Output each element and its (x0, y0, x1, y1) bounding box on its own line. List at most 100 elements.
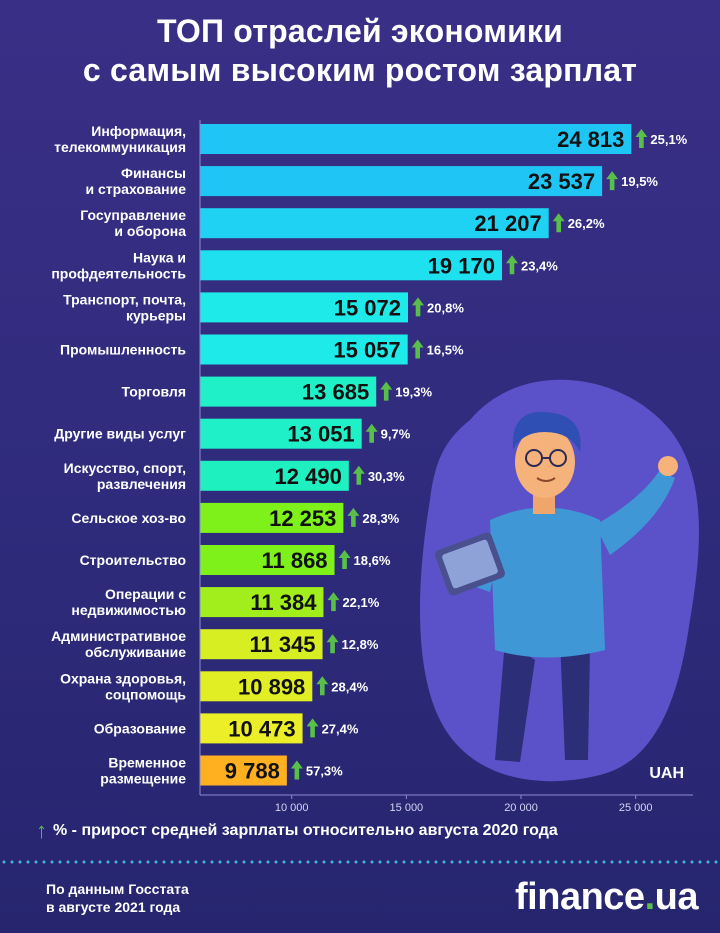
dotted-divider (0, 860, 720, 864)
bar (200, 166, 603, 197)
growth-arrow-icon (635, 129, 648, 148)
category-label-line: и страхование (85, 181, 186, 197)
unit-label: UAH (649, 765, 684, 782)
bar-value-label: 24 813 (557, 127, 624, 152)
category-label: Временное размещение (100, 755, 186, 787)
growth-percent-label: 28,3% (362, 511, 399, 526)
bar (200, 629, 323, 660)
bar-value-label: 21 207 (474, 211, 541, 236)
growth-percent-label: 57,3% (306, 764, 343, 779)
category-label-line: Охрана здоровья, (60, 670, 186, 686)
source-note: По данным Госстата в августе 2021 года (46, 880, 189, 916)
bar (200, 292, 409, 323)
bar (200, 208, 549, 239)
category-label-line: Другие виды услуг (54, 426, 186, 442)
growth-percent-label: 19,3% (395, 385, 432, 400)
bar-chart: 24 813 Информация, телекоммуникация 25,1% 23… (51, 120, 699, 814)
growth-percent-label: 22,1% (342, 595, 379, 610)
category-label: Промышленность (60, 342, 186, 358)
category-label-line: Промышленность (60, 342, 186, 358)
category-label-line: соцпомощь (105, 686, 186, 702)
bar-value-label: 13 685 (302, 380, 369, 405)
logo-main: finance (515, 876, 645, 918)
category-label-line: Транспорт, почта, (63, 291, 186, 307)
bar (200, 502, 344, 533)
category-label-line: Операции с (105, 586, 186, 602)
bar (200, 124, 632, 154)
bar-value-label: 9 788 (225, 759, 280, 784)
growth-percent-label: 20,8% (427, 300, 464, 315)
category-label: Строительство (80, 552, 186, 568)
bar (200, 755, 287, 786)
category-label: Финансы и страхование (85, 165, 186, 197)
category-label: Административное обслуживание (51, 628, 186, 660)
logo-dot: . (644, 876, 656, 918)
category-label-line: Госуправление (80, 207, 186, 223)
category-label-line: и оборона (114, 223, 186, 239)
bar (200, 545, 335, 575)
category-label-line: Искусство, спорт, (64, 460, 186, 476)
category-label: Операции с недвижимостью (71, 586, 186, 618)
growth-percent-label: 23,4% (521, 258, 558, 273)
category-label-line: Торговля (122, 384, 186, 400)
bar (200, 460, 349, 491)
title-line-2: с самым высоким ростом зарплат (82, 52, 638, 88)
growth-percent-label: 30,3% (368, 469, 405, 484)
category-label-line: Финансы (121, 165, 186, 181)
category-label-line: недвижимостью (71, 602, 186, 618)
category-label: Наука и профдеятельность (51, 249, 186, 281)
category-label-line: Административное (51, 628, 186, 644)
category-label: Сельское хоз-во (71, 510, 186, 526)
category-label: Охрана здоровья, соцпомощь (60, 670, 186, 702)
bar-value-label: 13 051 (287, 422, 354, 447)
x-tick-label: 10 000 (275, 802, 309, 814)
growth-percent-label: 18,6% (354, 553, 391, 568)
category-label: Искусство, спорт, развлечения (64, 460, 186, 492)
category-label-line: Наука и (133, 249, 186, 265)
category-label-line: телекоммуникация (54, 139, 186, 155)
bar (200, 250, 502, 281)
x-tick-label: 15 000 (390, 802, 424, 814)
category-label: Транспорт, почта, курьеры (63, 291, 186, 323)
category-label: Информация, телекоммуникация (54, 123, 186, 155)
growth-arrow-icon: ↑ (36, 818, 47, 843)
growth-percent-label: 25,1% (650, 132, 687, 147)
growth-arrow-icon (411, 339, 424, 359)
category-label: Другие виды услуг (54, 426, 186, 442)
bar (200, 713, 303, 744)
category-label: Госуправление и оборона (80, 207, 186, 239)
category-label-line: Временное (108, 755, 186, 771)
source-line-2: в августе 2021 года (46, 899, 181, 915)
growth-arrow-icon (505, 255, 518, 275)
legend: ↑ % - прирост средней зарплаты относител… (36, 818, 558, 843)
category-label-line: обслуживание (85, 644, 186, 660)
bar-value-label: 19 170 (428, 253, 495, 278)
bar (200, 376, 377, 407)
growth-percent-label: 19,5% (621, 174, 658, 189)
category-label-line: Строительство (80, 552, 186, 568)
x-tick-label: 25 000 (619, 802, 653, 814)
bar-value-label: 15 057 (333, 338, 400, 363)
category-label-line: профдеятельность (51, 265, 186, 281)
growth-arrow-icon (380, 381, 393, 401)
growth-percent-label: 9,7% (381, 427, 411, 442)
legend-text: % - прирост средней зарплаты относительн… (53, 822, 558, 839)
bar (200, 418, 362, 449)
growth-arrow-icon (338, 550, 351, 569)
finance-ua-logo: finance.ua (515, 876, 698, 919)
growth-arrow-icon (290, 760, 303, 780)
growth-percent-label: 26,2% (568, 216, 605, 231)
category-label-line: Сельское хоз-во (71, 510, 186, 526)
growth-arrow-icon (326, 634, 339, 654)
chart-title: ТОП отраслей экономики с самым высоким р… (0, 12, 720, 90)
bar-value-label: 11 384 (250, 590, 317, 615)
bar-value-label: 11 868 (261, 548, 327, 573)
bar-value-label: 10 473 (228, 716, 295, 741)
growth-percent-label: 16,5% (427, 343, 464, 358)
bar-value-label: 10 898 (238, 674, 305, 699)
growth-percent-label: 12,8% (342, 637, 379, 652)
growth-percent-label: 28,4% (331, 679, 368, 694)
growth-arrow-icon (606, 171, 619, 191)
growth-arrow-icon (352, 465, 365, 485)
bar-value-label: 11 345 (249, 632, 315, 657)
